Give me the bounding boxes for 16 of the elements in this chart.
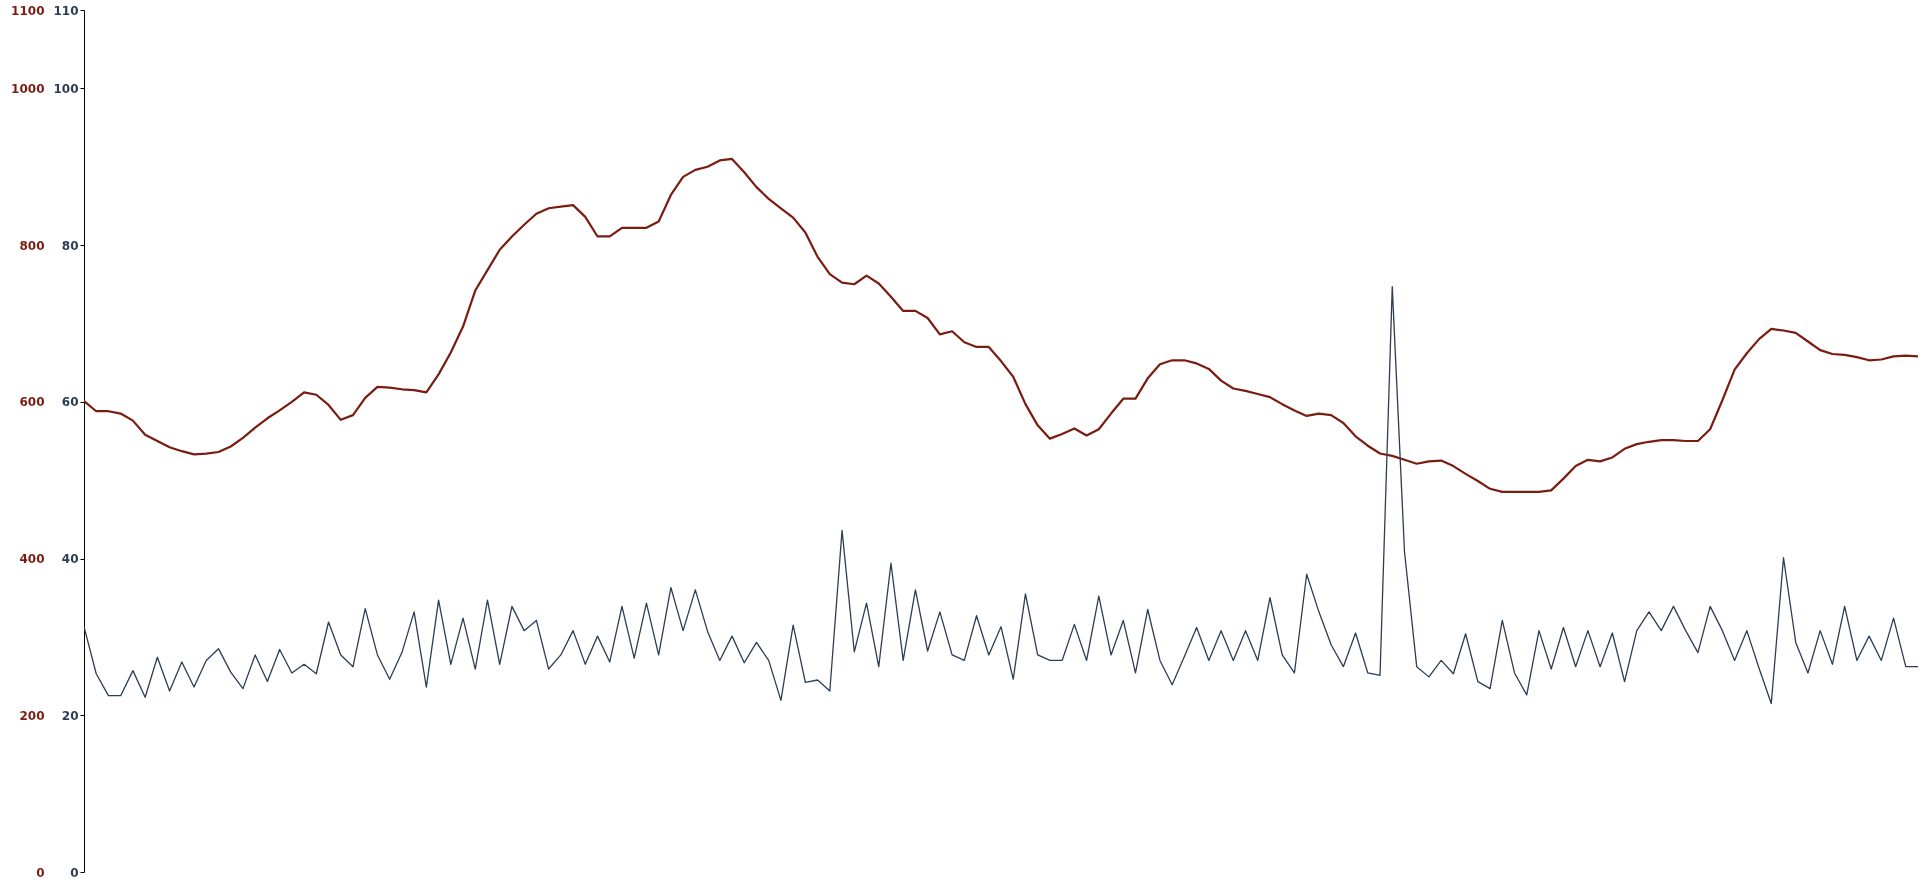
y-tick-label: 1100 [11,3,45,18]
y2-tick-label: 100 [53,81,79,96]
y-tick-label: 0 [36,865,45,880]
line-series [84,157,1918,494]
y2-tick-label: 20 [61,708,79,723]
y2-tick-label: 0 [70,865,79,880]
y2-tick-label: 60 [61,395,79,410]
y-tick-label: 200 [19,708,45,723]
y-tick-label: 600 [19,395,45,410]
y-tick-label: 400 [19,552,45,567]
y2-tick-label: 110 [53,3,79,18]
line-series [84,285,1918,705]
y2-tick-label: 40 [61,552,79,567]
y-tick-label: 800 [19,238,45,253]
y2-tick-label: 80 [61,238,79,253]
y-tick-label: 1000 [11,81,45,96]
